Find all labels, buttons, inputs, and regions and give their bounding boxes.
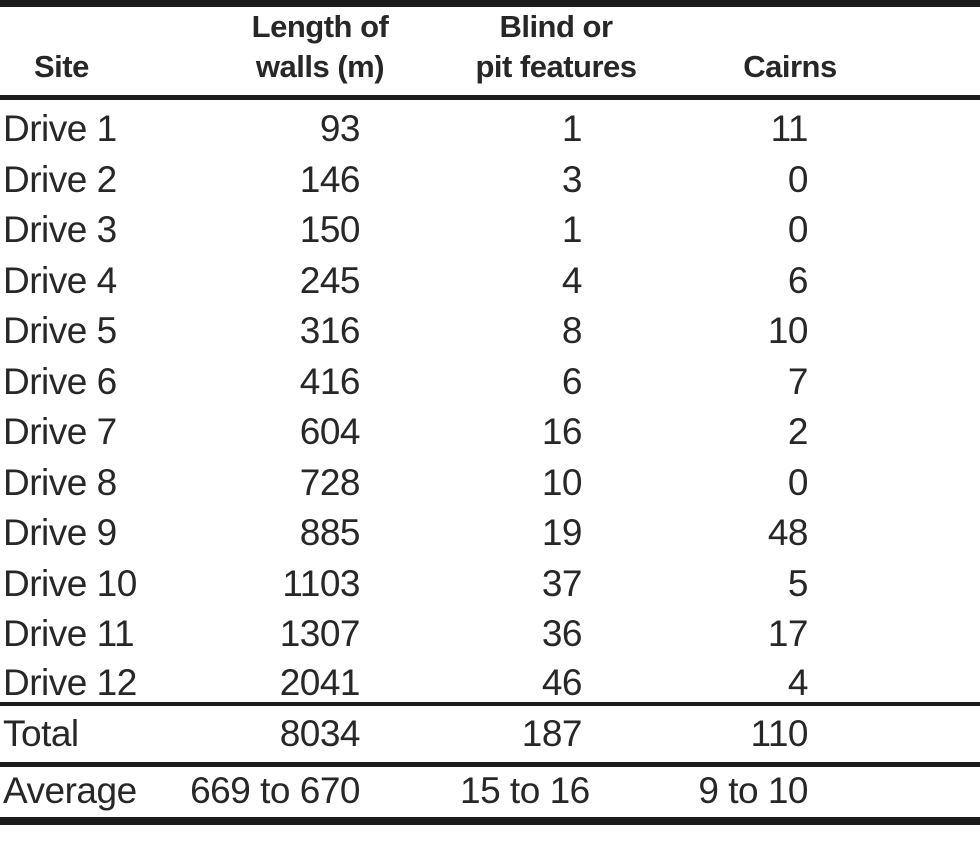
length-cell: 728 (299, 461, 361, 503)
column-header-length-of-walls: Length of walls (m) (180, 3, 460, 100)
site-cell: Drive 8 (3, 461, 117, 503)
site-cell: Drive 7 (3, 411, 117, 452)
cairns-cell: 11 (770, 108, 809, 149)
average-row: Average 669 to 670 15 to 16 9 to 10 (0, 762, 980, 821)
site-cell: Drive 10 (3, 562, 137, 604)
cairns-cell: 17 (767, 613, 809, 654)
filler-cell (928, 350, 980, 401)
filler-header-cell (928, 3, 980, 100)
blind-cell: 37 (541, 562, 583, 604)
table-row: Drive 6 416 6 7 (0, 350, 980, 401)
average-blind-cell: 15 to 16 (460, 762, 652, 821)
length-cell: 146 (299, 158, 361, 200)
table-row: Drive 2 146 3 0 (0, 148, 980, 199)
site-cell: Drive 5 (3, 310, 117, 351)
blind-cell: 19 (541, 512, 583, 553)
length-cell: 885 (299, 512, 361, 553)
blind-cell: 4 (561, 259, 583, 301)
column-header-site-label: Site (34, 49, 89, 84)
length-cell: 316 (299, 310, 361, 351)
filler-cell (928, 199, 980, 250)
total-row: Total 8034 187 110 (0, 701, 980, 765)
cairns-cell: 5 (787, 562, 809, 604)
length-cell: 604 (299, 411, 361, 452)
filler-cell (928, 451, 980, 502)
column-header-blind-line2: pit features (475, 49, 637, 84)
filler-cell (928, 401, 980, 452)
total-length-cell: 8034 (180, 701, 460, 765)
column-header-cairns-label: Cairns (743, 49, 837, 84)
site-cell: Drive 4 (3, 259, 117, 301)
header-row: Site Length of walls (m) Blind or pit fe… (0, 3, 980, 100)
column-header-cairns: Cairns (652, 3, 928, 100)
filler-cell (928, 502, 980, 553)
blind-cell: 16 (541, 411, 583, 452)
blind-cell: 1 (561, 209, 583, 250)
blind-cell: 10 (541, 461, 583, 503)
table-row: Drive 9 885 19 48 (0, 502, 980, 553)
total-cairns-cell: 110 (652, 701, 928, 765)
length-cell: 93 (319, 108, 361, 149)
filler-cell (928, 653, 980, 704)
column-header-site: Site (0, 3, 180, 100)
site-cell: Drive 6 (3, 360, 117, 402)
table-row: Drive 8 728 10 0 (0, 451, 980, 502)
cairns-cell: 7 (787, 360, 809, 402)
length-cell: 2041 (279, 661, 361, 703)
column-header-blind-or-pit-features: Blind or pit features (460, 3, 652, 100)
table-row: Drive 1 93 1 11 (0, 98, 980, 149)
blind-cell: 1 (561, 108, 583, 149)
table-body: Drive 1 93 1 11 Drive 2 146 3 0 Drive 3 150 1 0 Driv… (0, 98, 980, 704)
column-header-blind-line1: Blind or (499, 9, 613, 44)
length-cell: 245 (299, 259, 361, 301)
blind-cell: 3 (561, 158, 583, 200)
filler-cell (928, 300, 980, 351)
table-row: Drive 3 150 1 0 (0, 199, 980, 250)
site-cell: Drive 1 (3, 108, 117, 149)
cairns-cell: 48 (767, 512, 809, 553)
table-row: Drive 5 316 8 10 (0, 300, 980, 351)
length-cell: 416 (299, 360, 361, 402)
blind-cell: 46 (541, 661, 583, 703)
cairns-cell: 2 (787, 411, 809, 452)
filler-cell (928, 98, 980, 149)
table-row: Drive 10 1103 37 5 (0, 552, 980, 603)
table-row: Drive 11 1307 36 17 (0, 603, 980, 654)
site-cell: Drive 11 (3, 613, 135, 654)
average-length-cell: 669 to 670 (180, 762, 460, 821)
site-cell: Drive 2 (3, 158, 117, 200)
cairns-cell: 6 (787, 259, 809, 301)
cairns-cell: 0 (787, 158, 809, 200)
filler-cell (928, 552, 980, 603)
average-cairns-cell: 9 to 10 (652, 762, 928, 821)
filler-cell (928, 249, 980, 300)
cairns-cell: 0 (787, 209, 809, 250)
column-header-length-line2: walls (m) (255, 49, 385, 84)
site-cell: Drive 12 (3, 661, 137, 703)
column-header-length-line1: Length of (251, 9, 389, 44)
length-cell: 1307 (279, 613, 361, 654)
length-cell: 150 (299, 209, 361, 250)
total-label-cell: Total (0, 701, 180, 765)
table-row: Drive 4 245 4 6 (0, 249, 980, 300)
blind-cell: 8 (561, 310, 583, 351)
table-row: Drive 12 2041 46 4 (0, 653, 980, 704)
table-row: Drive 7 604 16 2 (0, 401, 980, 452)
average-label-cell: Average (0, 762, 180, 821)
total-blind-cell: 187 (460, 701, 652, 765)
filler-cell (928, 603, 980, 654)
cairns-cell: 10 (767, 310, 809, 351)
site-features-table: Site Length of walls (m) Blind or pit fe… (0, 0, 980, 825)
filler-cell (928, 148, 980, 199)
cairns-cell: 0 (787, 461, 809, 503)
site-cell: Drive 9 (3, 512, 117, 553)
filler-cell (928, 762, 980, 821)
cairns-cell: 4 (787, 661, 809, 703)
blind-cell: 36 (541, 613, 583, 654)
filler-cell (928, 701, 980, 765)
length-cell: 1103 (282, 562, 360, 604)
site-cell: Drive 3 (3, 209, 117, 250)
blind-cell: 6 (561, 360, 583, 402)
